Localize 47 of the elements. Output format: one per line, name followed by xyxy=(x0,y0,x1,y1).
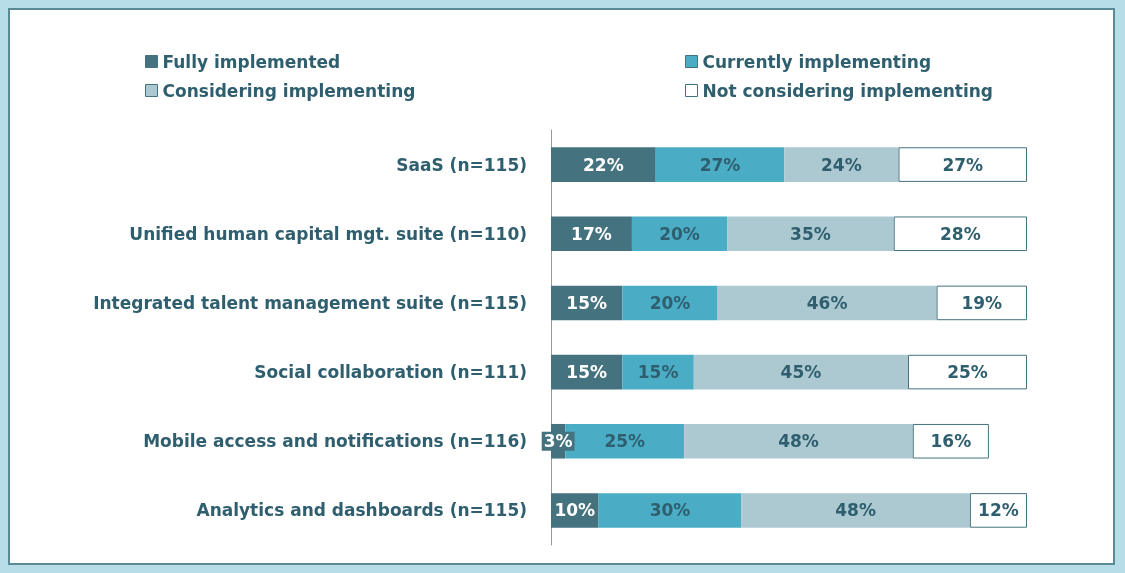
data-label: 48% xyxy=(835,500,876,521)
data-label: 24% xyxy=(821,154,862,175)
bar xyxy=(655,147,785,182)
y-tick-label: Mobile access and notifications (n=116) xyxy=(143,431,527,452)
data-label: 27% xyxy=(699,154,741,175)
data-label: 45% xyxy=(780,362,822,383)
bar xyxy=(727,216,894,252)
data-label: 19% xyxy=(961,292,1003,313)
data-label: 48% xyxy=(778,431,819,452)
data-label: 27% xyxy=(942,154,984,175)
bar xyxy=(908,354,1027,390)
data-label: 35% xyxy=(790,223,831,244)
data-label: 16% xyxy=(930,431,972,452)
data-label: 25% xyxy=(947,362,988,383)
y-tick-label: Integrated talent management suite (n=115) xyxy=(93,292,527,313)
bar xyxy=(717,285,937,321)
data-label: 46% xyxy=(806,292,848,313)
bar xyxy=(936,285,1027,321)
bar xyxy=(631,216,728,252)
data-label: 10% xyxy=(554,500,596,521)
bar xyxy=(693,354,908,390)
y-tick-label: Social collaboration (n=111) xyxy=(254,362,527,383)
data-label: 12% xyxy=(978,500,1019,521)
bar xyxy=(893,216,1027,252)
legend-label: Considering implementing xyxy=(162,80,416,101)
data-label: 15% xyxy=(566,362,608,383)
data-label: 3% xyxy=(543,431,573,452)
data-label: 28% xyxy=(940,223,981,244)
bar xyxy=(684,423,913,459)
legend-label: Fully implemented xyxy=(162,51,341,72)
data-label: 20% xyxy=(659,223,700,244)
y-tick-label: Unified human capital mgt. suite (n=110) xyxy=(129,223,527,244)
data-label: 15% xyxy=(566,292,608,313)
data-label: 15% xyxy=(637,362,679,383)
y-tick-label: SaaS (n=115) xyxy=(396,154,527,175)
legend-label: Currently implementing xyxy=(702,51,932,72)
data-label: 25% xyxy=(604,431,646,452)
y-tick-label: Analytics and dashboards (n=115) xyxy=(196,500,527,521)
data-label: 30% xyxy=(649,500,691,521)
data-label: 20% xyxy=(649,292,691,313)
bar xyxy=(784,147,899,182)
data-label: 22% xyxy=(583,154,624,175)
bar xyxy=(741,493,970,528)
data-label: 17% xyxy=(571,223,612,244)
bar xyxy=(898,147,1027,182)
bar xyxy=(598,493,742,528)
legend-label: Not considering implementing xyxy=(702,80,993,101)
